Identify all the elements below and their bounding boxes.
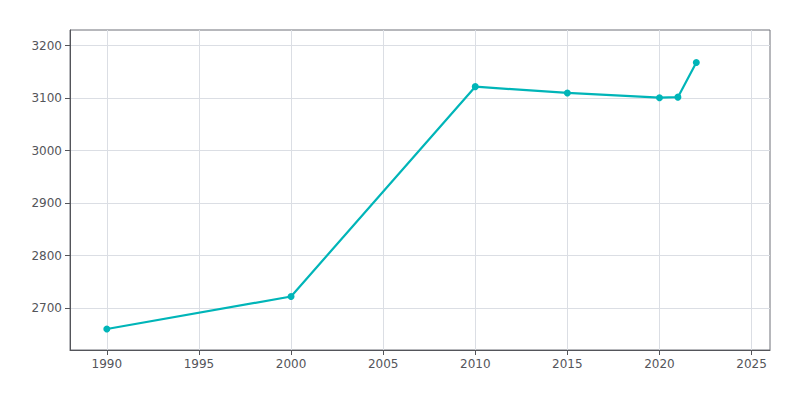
svg-text:2020: 2020 [644,357,675,371]
svg-text:2700: 2700 [31,301,62,315]
svg-text:2800: 2800 [31,249,62,263]
svg-text:1995: 1995 [184,357,215,371]
svg-text:1990: 1990 [92,357,123,371]
svg-text:3100: 3100 [31,91,62,105]
svg-text:2900: 2900 [31,196,62,210]
svg-text:3000: 3000 [31,144,62,158]
svg-text:2015: 2015 [552,357,583,371]
svg-text:3200: 3200 [31,39,62,53]
svg-text:2000: 2000 [276,357,307,371]
svg-text:2005: 2005 [368,357,399,371]
svg-text:2025: 2025 [736,357,767,371]
svg-text:2010: 2010 [460,357,491,371]
